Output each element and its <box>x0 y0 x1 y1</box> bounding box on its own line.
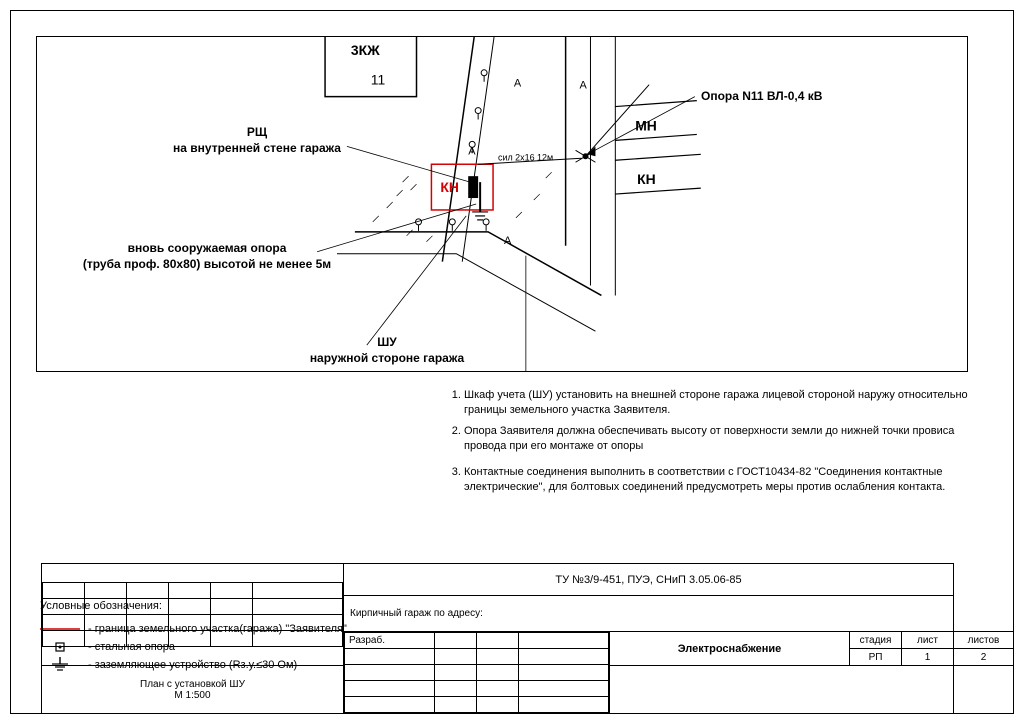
note-item: Шкаф учета (ШУ) установить на внешней ст… <box>464 388 980 418</box>
plan-title-1: План с установкой ШУ <box>140 679 245 690</box>
rshch-desc: на внутренней стене гаража <box>173 141 341 155</box>
svg-text:КН: КН <box>440 179 459 195</box>
sheet-value: 1 <box>902 649 954 666</box>
main-title: Электроснабжение <box>610 632 850 666</box>
stage-value: РП <box>850 649 902 666</box>
razrab-label: Разраб. <box>345 633 435 649</box>
callout-opora: Опора N11 ВЛ-0,4 кВ <box>701 89 901 105</box>
building-number: 11 <box>371 72 386 88</box>
stage-header: стадия <box>850 632 902 649</box>
notes-list: Шкаф учета (ШУ) установить на внешней ст… <box>440 388 980 501</box>
sheet-header: лист <box>902 632 954 649</box>
svg-text:МН: МН <box>635 117 657 133</box>
sheets-header: листов <box>954 632 1014 649</box>
sheets-value: 2 <box>954 649 1014 666</box>
spec-line: ТУ №3/9-451, ПУЭ, СНиП 3.05.06-85 <box>344 564 954 596</box>
callout-shu: ШУ наружной стороне гаража <box>267 335 507 366</box>
rshch-title: РЩ <box>247 125 267 139</box>
svg-text:А: А <box>580 80 588 92</box>
svg-text:КН: КН <box>637 171 656 187</box>
callout-rshch: РЩ на внутренней стене гаража <box>127 125 387 156</box>
svg-text:А: А <box>514 78 522 90</box>
building-label: 3КЖ <box>351 42 380 58</box>
object-line: Кирпичный гараж по адресу: <box>344 596 954 632</box>
plan-frame: 3КЖ 11 А А А А МН КН КН сил 2х16 12м <box>36 36 968 372</box>
note-item: Опора Заявителя должна обеспечивать высо… <box>464 424 980 454</box>
callout-new-opora: вновь сооружаемая опора (труба проф. 80х… <box>57 241 357 272</box>
plan-diagram: 3КЖ 11 А А А А МН КН КН сил 2х16 12м <box>37 37 967 371</box>
plan-title-2: М 1:500 <box>174 690 210 701</box>
title-block: ТУ №3/9-451, ПУЭ, СНиП 3.05.06-85 Кирпич… <box>41 563 1014 714</box>
note-item: Контактные соединения выполнить в соотве… <box>464 465 980 495</box>
svg-text:сил 2х16 12м: сил 2х16 12м <box>498 152 553 162</box>
